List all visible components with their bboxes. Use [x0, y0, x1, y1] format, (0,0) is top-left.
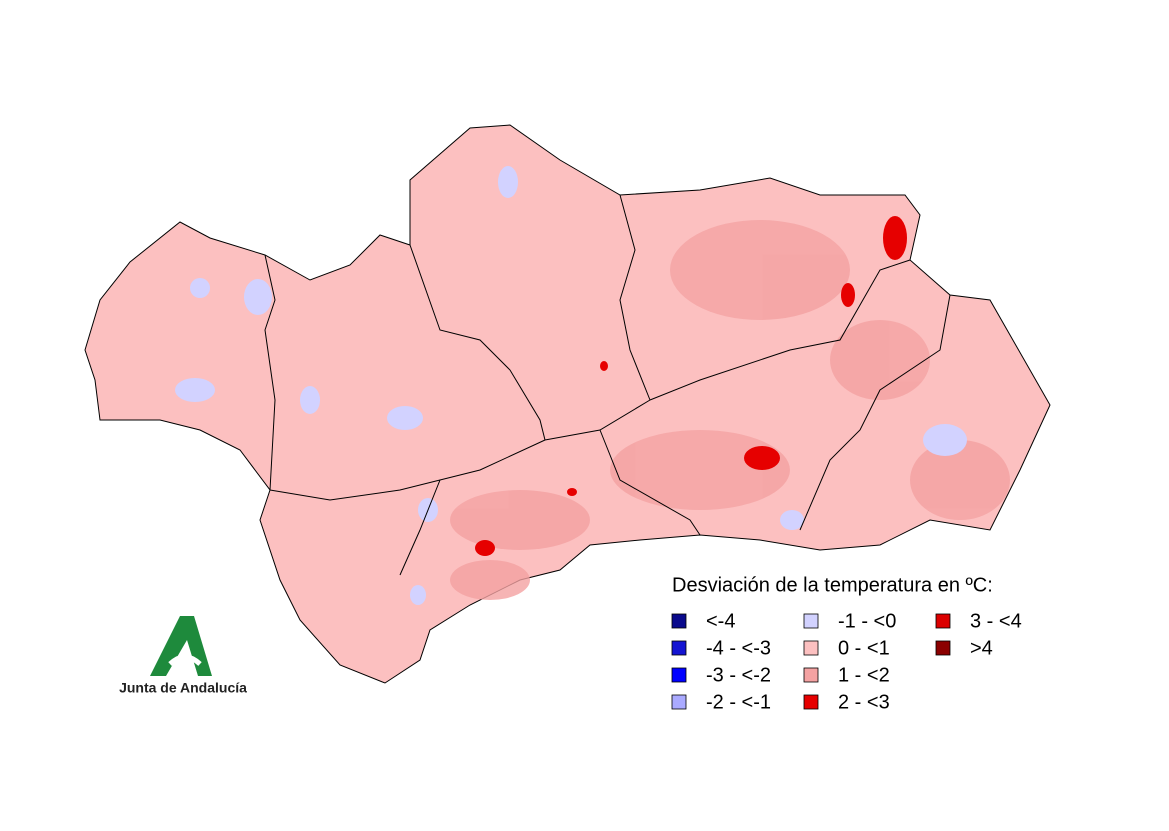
legend-swatch — [803, 640, 819, 656]
legend-swatch — [671, 667, 687, 683]
legend-label: >4 — [970, 637, 993, 659]
province-borders — [264, 194, 951, 576]
legend-swatch — [671, 640, 687, 656]
region-outline — [84, 124, 1051, 684]
legend-label: -3 - <-2 — [706, 664, 771, 686]
legend-label: 0 - <1 — [838, 637, 890, 659]
logo-curve — [168, 654, 202, 666]
legend-swatch — [803, 694, 819, 710]
warm-areas — [450, 220, 1010, 600]
legend-swatch — [935, 613, 951, 629]
legend-label: 2 - <3 — [838, 691, 890, 713]
legend-label: 1 - <2 — [838, 664, 890, 686]
cool-areas — [175, 166, 967, 605]
legend-swatch — [671, 694, 687, 710]
logo: Junta de Andalucía — [119, 616, 247, 696]
legend-swatch — [935, 640, 951, 656]
legend-title: Desviación de la temperatura en ºC: — [672, 574, 993, 596]
legend-label: -1 - <0 — [838, 610, 896, 632]
legend-swatch — [803, 613, 819, 629]
logo-text: Junta de Andalucía — [119, 680, 247, 696]
hot-areas — [475, 216, 907, 556]
legend-label: -2 - <-1 — [706, 691, 771, 713]
legend-swatch — [671, 613, 687, 629]
legend-swatch — [803, 667, 819, 683]
legend-label: 3 - <4 — [970, 610, 1022, 632]
legend-label: <-4 — [706, 610, 735, 632]
logo-mark — [150, 616, 212, 676]
legend-label: -4 - <-3 — [706, 637, 771, 659]
legend: Desviación de la temperatura en ºC: <-4 -… — [671, 574, 1022, 713]
andalusia-map — [84, 124, 1051, 684]
